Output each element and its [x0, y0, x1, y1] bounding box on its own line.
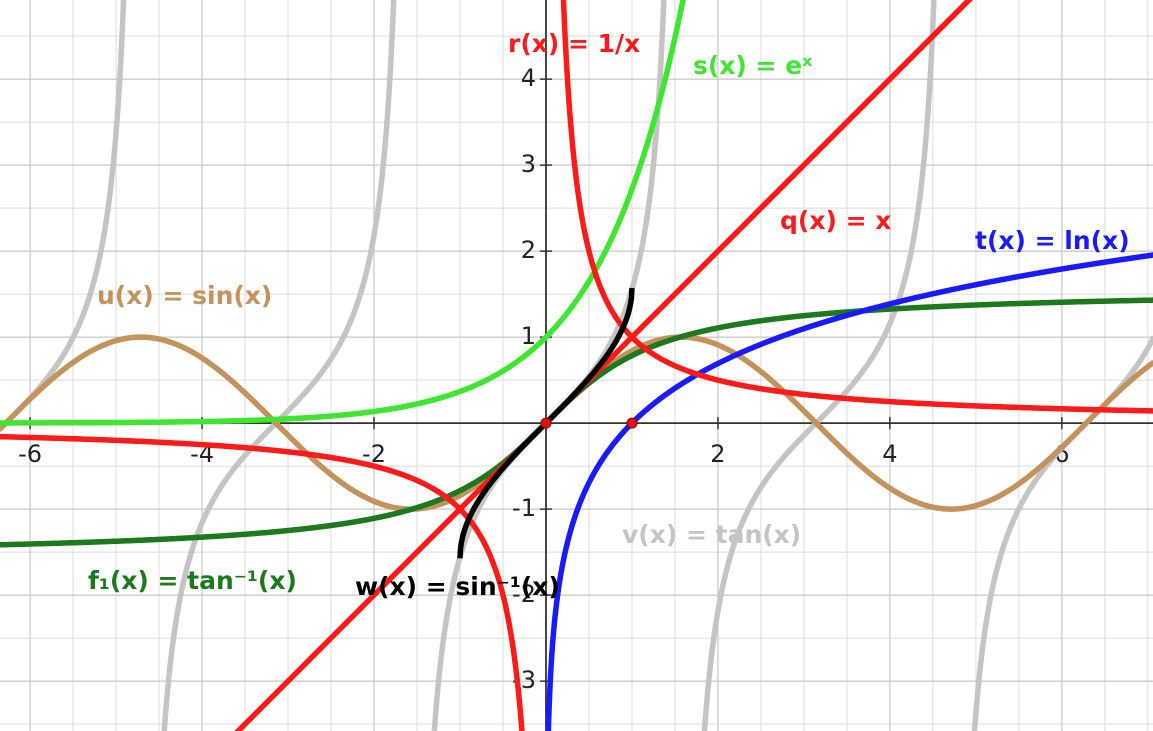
- x-tick-label: 2: [710, 440, 725, 468]
- y-tick-label: 3: [521, 150, 536, 178]
- function-label: u(x) = sin(x): [97, 281, 272, 310]
- function-label: r(x) = 1/x: [508, 29, 640, 58]
- y-tick-label: -1: [512, 494, 536, 522]
- y-tick-label: 1: [521, 322, 536, 350]
- y-tick-label: -2: [512, 580, 536, 608]
- function-curve: [0, 0, 686, 426]
- x-tick-label: -2: [362, 440, 386, 468]
- x-tick-label: -6: [18, 440, 42, 468]
- y-tick-label: 4: [521, 64, 536, 92]
- point: [626, 417, 638, 429]
- point: [540, 417, 552, 429]
- function-label: f₁(x) = tan⁻¹(x): [88, 566, 297, 595]
- y-tick-label: 2: [521, 236, 536, 264]
- function-label: v(x) = tan(x): [622, 520, 801, 549]
- function-label: q(x) = x: [780, 206, 891, 235]
- function-curve: [545, 252, 1153, 731]
- function-label: t(x) = ln(x): [975, 226, 1130, 255]
- x-tick-label: 4: [882, 440, 897, 468]
- function-label: w(x) = sin⁻¹(x): [355, 572, 560, 601]
- function-label: s(x) = eˣ: [693, 51, 813, 80]
